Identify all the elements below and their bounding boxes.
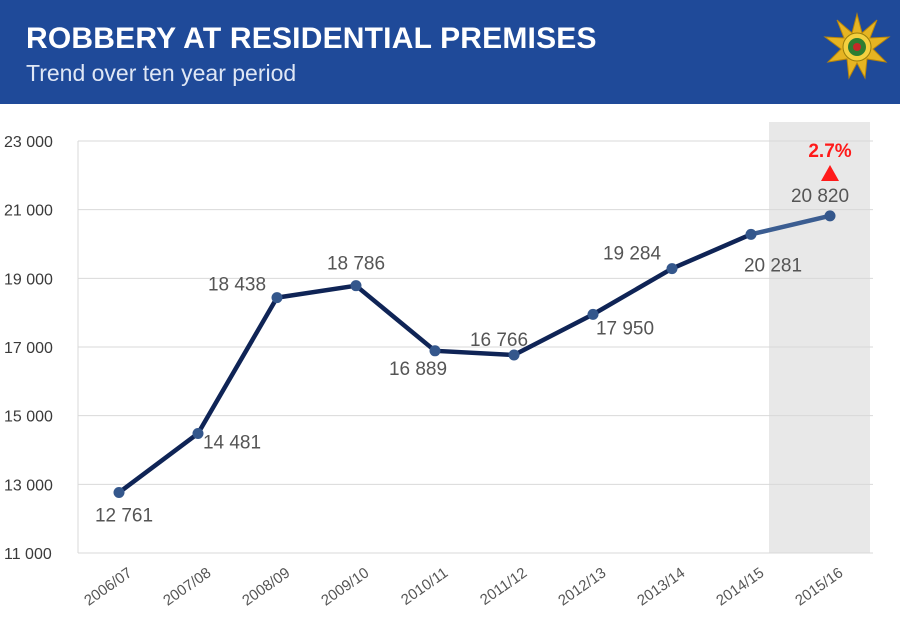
page-title: ROBBERY AT RESIDENTIAL PREMISES: [26, 22, 597, 55]
data-label: 19 284: [603, 244, 662, 265]
data-label: 18 438: [208, 275, 266, 296]
x-tick-label: 2014/15: [713, 564, 767, 609]
data-point: [824, 210, 836, 222]
data-point: [745, 228, 757, 240]
data-point: [350, 280, 362, 292]
data-point: [271, 292, 283, 304]
data-point: [192, 427, 204, 439]
data-point: [508, 349, 520, 361]
data-label: 20 281: [744, 255, 802, 276]
y-tick-label: 17 000: [4, 340, 53, 357]
data-label: 20 820: [791, 186, 849, 207]
header-banner: ROBBERY AT RESIDENTIAL PREMISES Trend ov…: [0, 0, 900, 104]
series-line-last-segment: [748, 213, 833, 237]
x-tick-label: 2008/09: [239, 564, 293, 609]
data-point: [113, 487, 125, 499]
highlight-band: [769, 122, 870, 553]
data-label: 18 786: [327, 254, 385, 275]
data-point: [587, 308, 599, 320]
page-subtitle: Trend over ten year period: [26, 60, 297, 86]
up-triangle-icon: [821, 165, 839, 181]
x-tick-label: 2009/10: [318, 564, 372, 609]
x-tick-label: 2010/11: [398, 564, 451, 608]
data-label: 16 766: [470, 330, 528, 351]
data-point: [666, 263, 678, 275]
x-tick-label: 2011/12: [477, 564, 530, 608]
y-tick-label: 23 000: [4, 134, 53, 151]
x-tick-label: 2012/13: [555, 564, 609, 609]
data-label: 14 481: [203, 432, 261, 453]
line-chart: 11 000 13 000 15 000 17 000 19 000 21 000 23 0…: [4, 122, 873, 609]
y-tick-label: 15 000: [4, 409, 53, 426]
x-tick-label: 2015/16: [792, 564, 846, 609]
y-tick-label: 21 000: [4, 203, 53, 220]
y-tick-label: 19 000: [4, 271, 53, 288]
y-tick-label: 11 000: [4, 546, 52, 563]
data-point: [429, 345, 441, 357]
percent-change-label: 2.7%: [808, 141, 851, 162]
data-label: 16 889: [389, 359, 447, 380]
x-tick-label: 2013/14: [634, 564, 688, 609]
x-tick-label: 2006/07: [81, 564, 135, 609]
x-tick-label: 2007/08: [160, 564, 214, 609]
data-label: 17 950: [596, 318, 654, 339]
data-label: 12 761: [95, 506, 153, 527]
y-tick-label: 13 000: [4, 477, 53, 494]
police-star-badge-icon: [823, 12, 891, 80]
